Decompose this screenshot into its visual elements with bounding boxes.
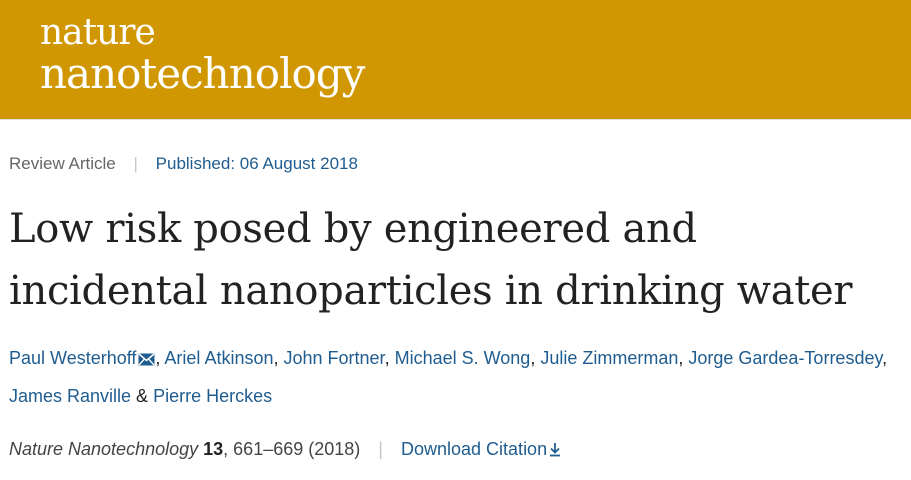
- pages-year: , 661–669 (2018): [223, 439, 361, 459]
- published-date-link[interactable]: Published: 06 August 2018: [155, 154, 358, 173]
- author-link[interactable]: James Ranville: [9, 386, 132, 406]
- title-line2: incidental nanoparticles in drinking wat…: [9, 268, 853, 314]
- author-joiner: ,: [155, 348, 165, 368]
- article-type: Review Article: [9, 154, 116, 173]
- logo-line1: nature: [40, 12, 156, 53]
- mail-icon[interactable]: [138, 342, 155, 378]
- download-citation-label: Download Citation: [401, 439, 548, 459]
- author-link[interactable]: Jorge Gardea-Torresdey: [688, 348, 883, 368]
- author-joiner: ,: [530, 348, 541, 368]
- author-link[interactable]: Julie Zimmerman: [540, 348, 679, 368]
- title-line1: Low risk posed by engineered and: [9, 206, 697, 252]
- citation-separator: |: [378, 439, 383, 459]
- download-citation-link[interactable]: Download Citation: [401, 439, 561, 459]
- journal-header: nature nanotechnology: [0, 0, 911, 119]
- header-divider: [0, 119, 911, 120]
- journal-logo[interactable]: nature nanotechnology: [40, 12, 365, 98]
- volume-number: 13: [203, 439, 224, 459]
- author-list: Paul Westerhoff, Ariel Atkinson, John Fo…: [9, 340, 909, 414]
- author-link[interactable]: Michael S. Wong: [394, 348, 531, 368]
- author-joiner: &: [131, 386, 154, 406]
- author-link[interactable]: Paul Westerhoff: [9, 348, 137, 368]
- author-joiner: ,: [384, 348, 395, 368]
- author-link[interactable]: John Fortner: [283, 348, 385, 368]
- author-link[interactable]: Pierre Herckes: [153, 386, 273, 406]
- citation-line: Nature Nanotechnology 13, 661–669 (2018)…: [9, 437, 561, 463]
- author-joiner: ,: [273, 348, 284, 368]
- journal-name: Nature Nanotechnology: [9, 439, 199, 459]
- logo-line2: nanotechnology: [40, 49, 365, 98]
- article-meta: Review Article | Published: 06 August 20…: [9, 152, 358, 176]
- meta-separator: |: [133, 154, 138, 173]
- author-link[interactable]: Ariel Atkinson: [164, 348, 274, 368]
- article-title: Low risk posed by engineered and inciden…: [9, 198, 909, 322]
- author-joiner: ,: [882, 348, 888, 368]
- download-icon: [549, 439, 561, 463]
- author-joiner: ,: [678, 348, 689, 368]
